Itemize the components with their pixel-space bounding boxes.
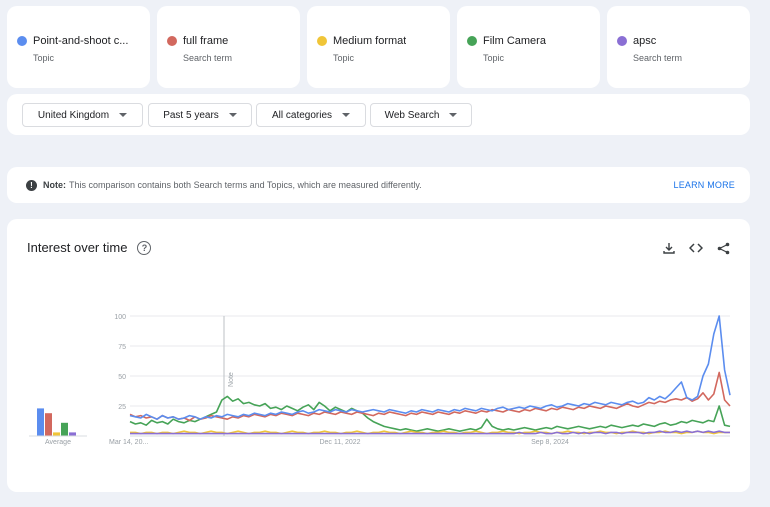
term-name: Point-and-shoot c...: [33, 35, 129, 47]
term-type: Topic: [333, 53, 355, 63]
search-type-dropdown[interactable]: Web Search: [370, 103, 472, 127]
filter-bar: United Kingdom Past 5 years All categori…: [7, 94, 750, 135]
caret-down-icon: [119, 113, 128, 117]
interest-over-time-panel: Interest over time ? 100 75 50 25 Note Mar 14…: [7, 219, 750, 492]
series-color-dot: [617, 36, 627, 46]
caret-down-icon: [342, 113, 351, 117]
category-value: All categories: [271, 109, 333, 121]
series-color-dot: [167, 36, 177, 46]
note-label: Note:: [43, 180, 66, 190]
term-name: full frame: [183, 35, 229, 47]
term-type: Search term: [183, 53, 233, 63]
note-marker-label: Note: [228, 372, 235, 387]
comparison-note: ! Note: This comparison contains both Se…: [7, 167, 750, 203]
share-icon[interactable]: [716, 241, 730, 255]
region-dropdown[interactable]: United Kingdom: [22, 103, 143, 127]
term-name: Film Camera: [483, 35, 546, 47]
y-tick-label: 75: [118, 344, 126, 351]
panel-tools: [662, 241, 730, 255]
y-tick-label: 50: [118, 374, 126, 381]
average-bar: [53, 432, 60, 436]
average-bar: [69, 432, 76, 436]
average-bar: [37, 408, 44, 436]
series-color-dot: [467, 36, 477, 46]
series-line: [129, 371, 731, 422]
x-tick-label: Mar 14, 20...: [109, 439, 148, 446]
help-icon[interactable]: ?: [137, 240, 152, 255]
y-tick-label: 25: [118, 404, 126, 411]
term-type: Topic: [33, 53, 55, 63]
caret-down-icon: [228, 113, 237, 117]
average-label: Average: [45, 439, 71, 446]
embed-icon[interactable]: [689, 241, 703, 255]
caret-down-icon: [449, 113, 458, 117]
time-range-dropdown[interactable]: Past 5 years: [148, 103, 252, 127]
series-line: [130, 430, 730, 435]
panel-title-text: Interest over time: [27, 240, 128, 255]
y-tick-label: 100: [114, 314, 126, 321]
exclamation-icon: !: [26, 179, 37, 191]
learn-more-link[interactable]: LEARN MORE: [673, 180, 735, 190]
term-card-full-frame[interactable]: full frame Search term: [157, 6, 300, 88]
term-card-point-and-shoot[interactable]: Point-and-shoot c... Topic: [7, 6, 150, 88]
category-dropdown[interactable]: All categories: [256, 103, 366, 127]
interest-over-time-chart: 100 75 50 25 Note Mar 14, 20... Dec 11, 2022 Se…: [29, 314, 731, 446]
panel-title: Interest over time ?: [27, 240, 152, 255]
download-icon[interactable]: [662, 241, 676, 255]
term-name: Medium format: [333, 35, 407, 47]
series-color-dot: [17, 36, 27, 46]
series-color-dot: [317, 36, 327, 46]
average-bar: [45, 413, 52, 436]
term-type: Topic: [483, 53, 505, 63]
time-range-value: Past 5 years: [163, 109, 219, 121]
term-card-apsc[interactable]: apsc Search term: [607, 6, 750, 88]
x-tick-label: Dec 11, 2022: [319, 439, 360, 446]
term-type: Search term: [633, 53, 683, 63]
series-line: [129, 315, 731, 420]
term-card-medium-format[interactable]: Medium format Topic: [307, 6, 450, 88]
term-card-film-camera[interactable]: Film Camera Topic: [457, 6, 600, 88]
region-value: United Kingdom: [37, 109, 110, 121]
average-bar: [61, 422, 68, 436]
search-type-value: Web Search: [384, 109, 440, 121]
note-text: This comparison contains both Search ter…: [69, 180, 422, 190]
series-line: [129, 395, 731, 432]
term-name: apsc: [633, 35, 657, 47]
comparison-terms: Point-and-shoot c... Topic full frame Se…: [7, 6, 750, 88]
x-tick-label: Sep 8, 2024: [531, 439, 569, 446]
